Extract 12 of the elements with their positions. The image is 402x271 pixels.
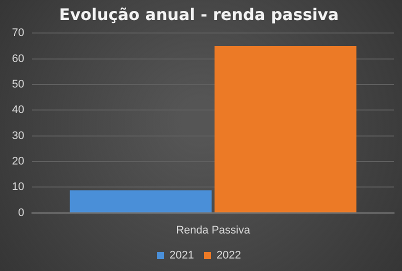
y-tick-label: 10	[12, 181, 24, 194]
y-tick-label: 50	[12, 78, 24, 91]
y-tick-label: 40	[12, 104, 24, 116]
x-tick-label: Renda Passiva	[176, 224, 251, 236]
y-tick-label: 30	[12, 130, 24, 142]
legend-label: 2022	[216, 250, 241, 262]
y-tick-label: 70	[12, 27, 24, 40]
y-tick-label: 0	[18, 206, 24, 219]
chart-title: Evolução anual - renda passiva	[59, 4, 339, 24]
y-tick-label: 60	[12, 52, 24, 65]
legend-label: 2021	[170, 250, 194, 262]
y-tick-label: 20	[12, 156, 24, 168]
